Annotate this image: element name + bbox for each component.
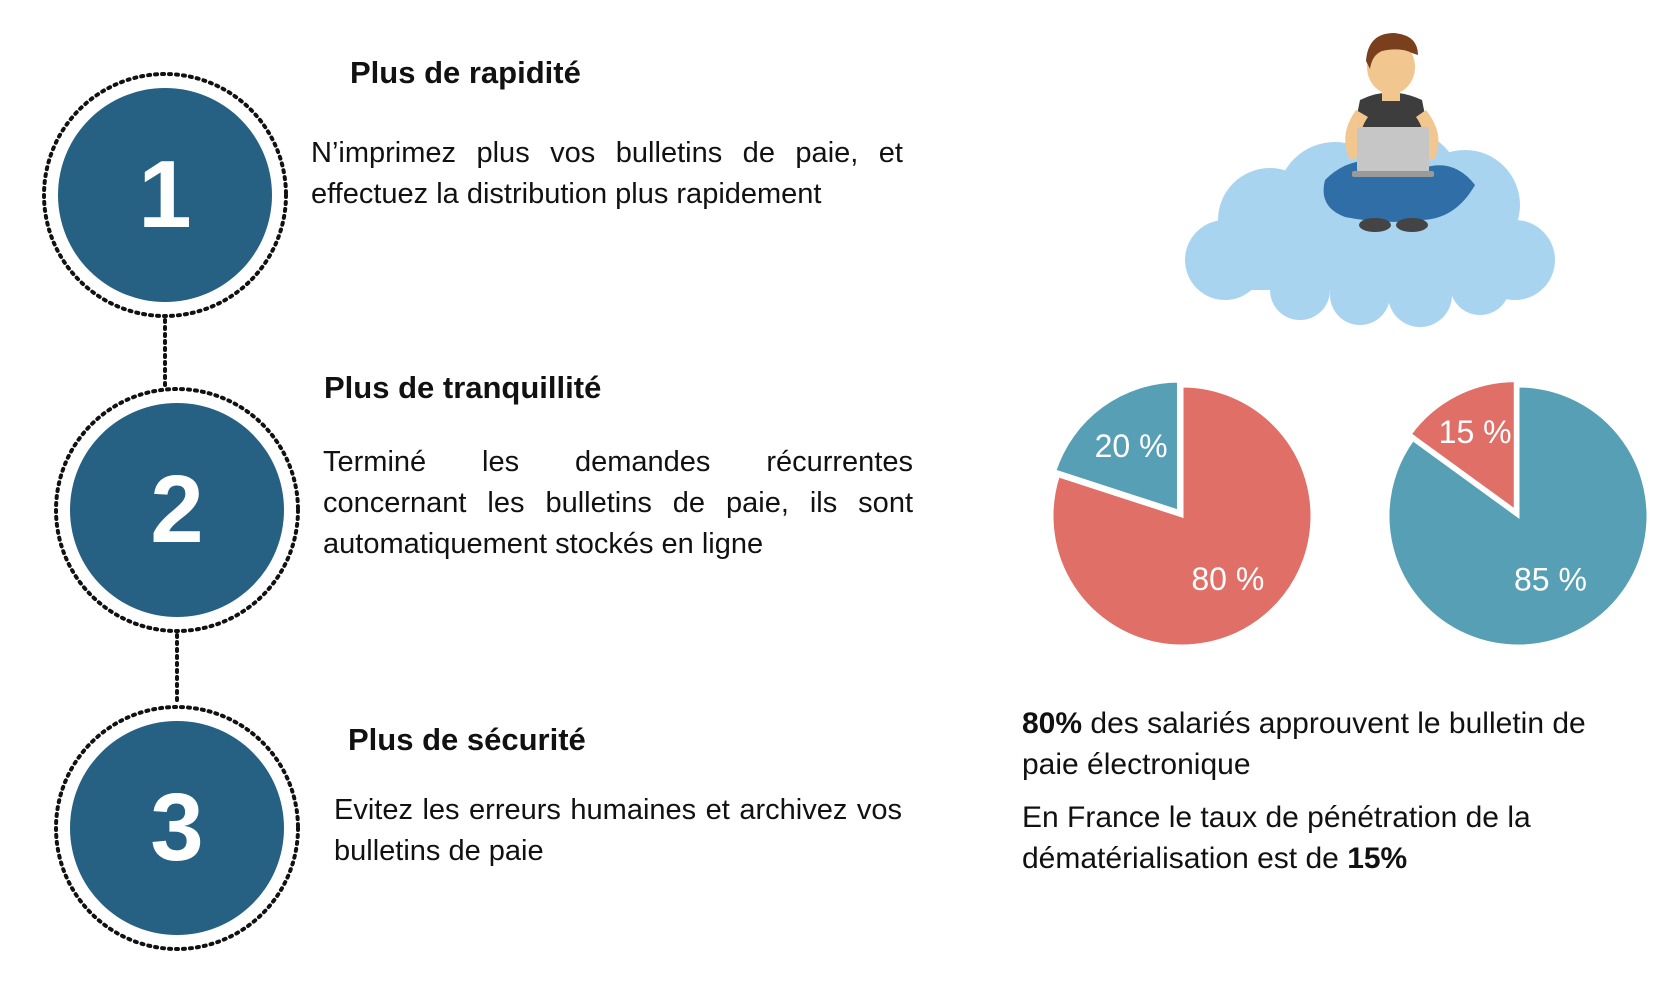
- step-1-number: 1: [138, 141, 192, 248]
- step-3-title: Plus de sécurité: [348, 722, 586, 757]
- pie-2-label-1: 15 %: [1439, 414, 1512, 450]
- pie-1-slice-1: [1052, 379, 1180, 514]
- stat-penetration-value: 15%: [1347, 842, 1408, 875]
- step-1-title: Plus de rapidité: [350, 55, 581, 90]
- pie-chart-2: 15 % 85 %: [1386, 379, 1650, 648]
- stats-block: 80% des salariés approuvent le bulletin …: [1022, 703, 1642, 891]
- stat-approval-value: 80%: [1022, 707, 1083, 740]
- step-3-number: 3: [150, 774, 204, 881]
- step-1-text: N’imprimez plus vos bulletins de paie, e…: [311, 137, 903, 210]
- step-connectors: [163, 318, 179, 705]
- step-2-number: 2: [150, 456, 204, 563]
- step-2-text: Terminé les demandes récurrentes concern…: [323, 446, 913, 560]
- stat-penetration: En France le taux de pénétration de la d…: [1022, 797, 1642, 879]
- step-2-badge: 2: [52, 385, 302, 635]
- stat-approval-text: des salariés approuvent le bulletin de p…: [1022, 707, 1586, 781]
- step-2-title: Plus de tranquillité: [324, 370, 602, 405]
- pie-2-slice-1: [1408, 379, 1517, 514]
- pie-1-label-1: 20 %: [1095, 428, 1168, 464]
- pie-1-slice-2: [1050, 384, 1314, 648]
- pie-1-label-2: 80 %: [1191, 561, 1264, 597]
- step-1-badge: 1: [40, 70, 290, 320]
- pie-chart-1: 20 % 80 %: [1050, 379, 1314, 648]
- stat-approval: 80% des salariés approuvent le bulletin …: [1022, 703, 1642, 785]
- pie-2-label-2: 85 %: [1514, 562, 1587, 598]
- stat-penetration-text: En France le taux de pénétration de la d…: [1022, 801, 1531, 875]
- step-3-text: Evitez les erreurs humaines et archivez …: [334, 794, 902, 867]
- pie-2-slice-2: [1386, 384, 1650, 648]
- person-with-laptop-on-cloud-icon: [1185, 33, 1555, 327]
- step-3-badge: 3: [52, 703, 302, 953]
